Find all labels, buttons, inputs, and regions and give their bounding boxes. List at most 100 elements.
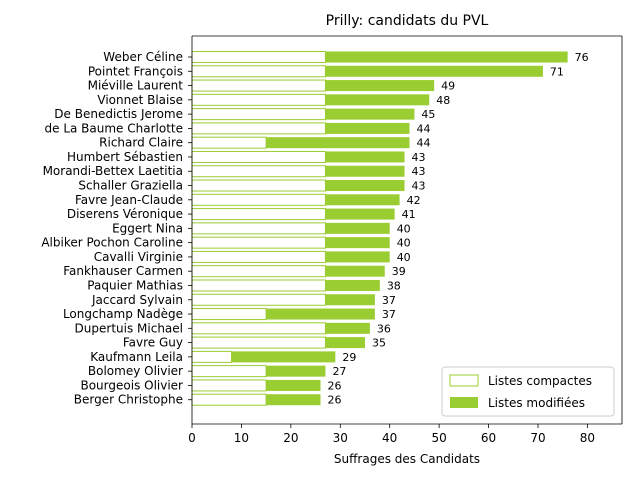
bar-modifiees [325,94,430,106]
x-tick-label: 60 [481,431,496,445]
x-tick-label: 30 [333,431,348,445]
value-label: 48 [436,94,450,107]
y-tick-label: Longchamp Nadège [63,307,183,321]
value-label: 37 [382,308,396,321]
value-label: 44 [416,137,430,150]
chart-title: Prilly: candidats du PVL [326,13,489,29]
value-label: 40 [397,237,411,250]
y-tick-label: Bourgeois Olivier [80,378,183,392]
bar-modifiees [325,80,435,92]
bar-compactes [191,336,326,349]
bar-modifiees [266,365,326,377]
bar-modifiees [266,308,375,320]
bar-compactes [191,93,326,106]
x-tick-label: 70 [530,431,545,445]
bar-modifiees [325,108,415,120]
value-label: 43 [412,151,426,164]
y-tick-label: Cavalli Virginie [94,250,183,264]
value-label: 42 [407,194,421,207]
bar-modifiees [325,194,400,206]
x-tick-label: 10 [234,431,249,445]
value-label: 26 [328,394,342,407]
bar-compactes [191,279,326,292]
bar-modifiees [266,137,410,149]
y-tick-label: Weber Céline [103,50,183,64]
bar-modifiees [325,122,410,134]
x-tick-label: 40 [382,431,397,445]
value-label: 29 [342,351,356,364]
bar-modifiees [325,322,370,334]
legend-swatch-modifiees [450,397,478,408]
x-tick-label: 0 [188,431,196,445]
value-label: 37 [382,294,396,307]
bar-modifiees [325,151,405,163]
bars-layer [191,51,568,406]
bar-compactes [191,236,326,249]
value-label: 71 [550,65,564,78]
value-label: 76 [575,51,589,64]
y-tick-label: Kaufmann Leila [90,350,183,364]
bar-compactes [191,350,233,363]
value-label: 40 [397,251,411,264]
legend-swatch-compactes [449,374,479,387]
x-axis-label: Suffrages des Candidats [334,452,480,466]
bar-compactes [191,193,326,206]
value-label: 26 [328,379,342,392]
axes [191,35,623,425]
value-label: 44 [416,122,430,135]
y-tick-label: Richard Claire [99,136,183,150]
bar-compactes [191,293,326,306]
bar-compactes [191,265,326,278]
legend-label-modifiees: Listes modifiées [488,396,585,410]
bar-modifiees [325,279,380,291]
bar-compactes [191,51,326,63]
bar-modifiees [325,337,365,349]
y-tick-label: Pointet François [88,64,183,78]
y-tick-label: Humbert Sébastien [67,150,183,164]
bar-modifiees [325,294,375,306]
value-label: 45 [421,108,435,121]
bar-modifiees [325,65,543,77]
bar-compactes [191,136,267,149]
y-tick-label: Paquier Mathias [87,278,183,292]
bar-modifiees [325,208,395,220]
y-tick-label: Dupertuis Michael [75,321,183,335]
bar-compactes [191,150,326,163]
x-ticks: 0 10 20 30 40 50 60 70 80 [188,424,595,445]
bar-compactes [191,393,267,406]
y-tick-label: Jaccard Sylvain [91,293,183,307]
value-label: 49 [441,80,455,93]
y-tick-label: Morandi-Bettex Laetitia [43,164,183,178]
bar-modifiees [325,265,385,277]
y-tick-label: Favre Guy [123,336,183,350]
bar-modifiees [325,165,405,177]
bar-compactes [191,65,326,78]
y-tick-label: Schaller Graziella [78,179,183,193]
y-tick-label: Albiker Pochon Caroline [41,236,183,250]
y-tick-label: Berger Christophe [74,393,183,407]
y-tick-label: Miéville Laurent [88,79,184,93]
bar-modifiees [266,394,321,406]
value-label: 43 [412,165,426,178]
bar-compactes [191,122,326,135]
y-tick-label: Bolomey Olivier [88,364,183,378]
bar-compactes [191,379,267,392]
bar-compactes [191,308,267,321]
legend: Listes compactes Listes modifiées [441,366,615,417]
bar-compactes [191,208,326,221]
y-tick-label: Fankhauser Carmen [63,264,183,278]
x-tick-label: 20 [283,431,298,445]
legend-frame [441,366,615,417]
bar-compactes [191,108,326,121]
value-label: 38 [387,279,401,292]
value-label: 40 [397,222,411,235]
y-tick-label: De Benedictis Jerome [54,107,183,121]
legend-label-compactes: Listes compactes [488,374,592,388]
y-tick-label: de La Baume Charlotte [45,121,184,135]
x-tick-label: 50 [431,431,446,445]
bar-compactes [191,222,326,235]
bar-compactes [191,165,326,178]
bar-compactes [191,79,326,92]
bar-modifiees [325,251,390,263]
